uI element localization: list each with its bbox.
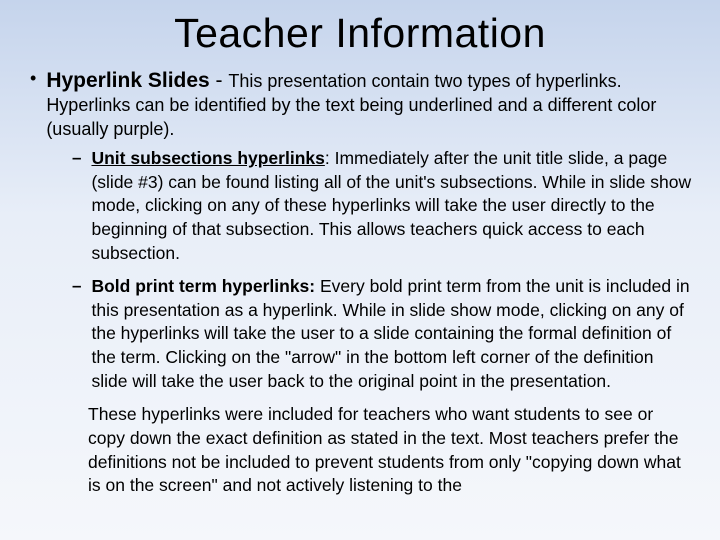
sub-lead: Unit subsections hyperlinks — [91, 148, 324, 168]
main-bullet: • Hyperlink Slides - This presentation c… — [28, 67, 692, 141]
bullet-icon: • — [30, 67, 36, 141]
sub-item: – Unit subsections hyperlinks: Immediate… — [72, 147, 692, 265]
slide-title: Teacher Information — [28, 10, 692, 57]
sub-content: Bold print term hyperlinks: Every bold p… — [91, 275, 692, 393]
main-lead: Hyperlink Slides — [46, 69, 209, 92]
sub-lead: Bold print term hyperlinks: — [91, 276, 315, 296]
sub-list: – Unit subsections hyperlinks: Immediate… — [72, 147, 692, 393]
dash-icon: – — [72, 275, 81, 393]
trailing-paragraph: These hyperlinks were included for teach… — [88, 403, 692, 498]
sub-content: Unit subsections hyperlinks: Immediately… — [91, 147, 692, 265]
slide-container: Teacher Information • Hyperlink Slides -… — [0, 0, 720, 540]
sub-item: – Bold print term hyperlinks: Every bold… — [72, 275, 692, 393]
dash-icon: – — [72, 147, 81, 265]
main-content: Hyperlink Slides - This presentation con… — [46, 67, 692, 141]
main-dash: - — [210, 69, 229, 92]
